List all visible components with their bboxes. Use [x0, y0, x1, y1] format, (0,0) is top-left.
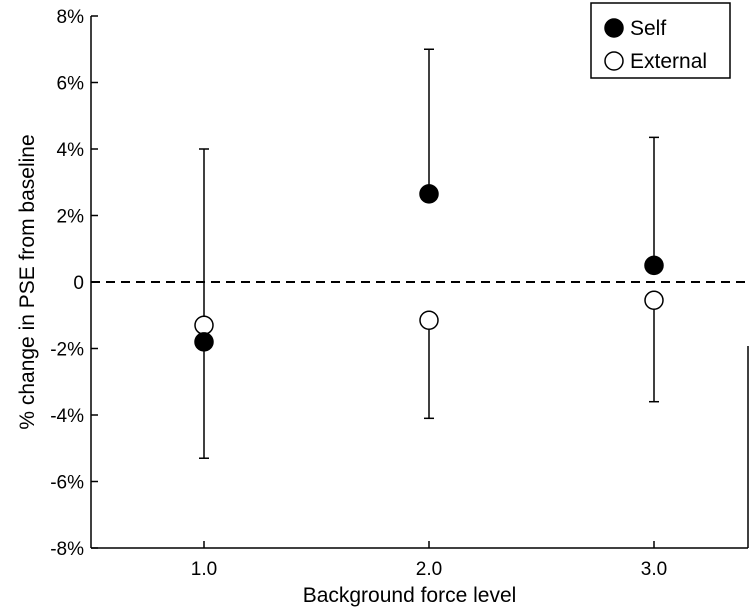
x-tick-label: 1.0 — [191, 559, 217, 580]
legend-label-self: Self — [630, 17, 666, 40]
legend: Self External — [590, 2, 731, 79]
y-tick-label: 2% — [57, 207, 85, 228]
x-tick-label: 2.0 — [416, 559, 442, 580]
data-point-self — [644, 255, 664, 276]
data-point-external — [419, 310, 439, 330]
y-tick-label: 4% — [57, 140, 85, 161]
data-markers — [194, 184, 664, 352]
x-axis-title: Background force level — [303, 584, 517, 607]
legend-label-external: External — [630, 50, 707, 73]
data-point-external — [644, 290, 664, 311]
data-point-external — [194, 315, 214, 335]
error-bars — [199, 48, 659, 459]
y-tick-label: -2% — [50, 340, 84, 361]
x-tick-label: 3.0 — [641, 559, 667, 580]
data-point-self — [419, 184, 439, 204]
axes: 8% 6% 4% 2% 0 -2% -4% -6% -8% 1.0 2.0 3.0 — [50, 7, 749, 580]
legend-marker-external — [604, 51, 624, 71]
data-point-self — [194, 332, 214, 352]
y-tick-label: 8% — [57, 7, 85, 28]
y-tick-label: -8% — [50, 539, 84, 560]
y-tick-label: 0 — [73, 273, 84, 294]
y-tick-label: -4% — [50, 406, 84, 427]
y-axis-title: % change in PSE from baseline — [16, 134, 39, 429]
y-tick-label: -6% — [50, 473, 84, 494]
legend-marker-self — [604, 18, 624, 38]
y-tick-label: 6% — [57, 74, 85, 95]
